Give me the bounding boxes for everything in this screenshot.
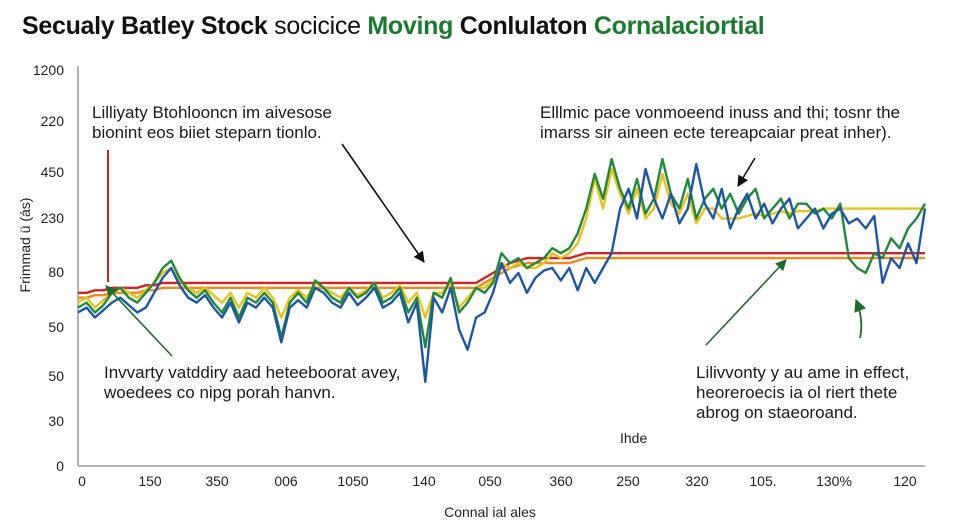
x-tick-label: 0	[78, 473, 86, 489]
y-axis-label: Frimmad ü (ás)	[17, 198, 33, 293]
y-tick-label: 220	[41, 113, 65, 129]
annotation-bottom-left-line: woedees co nipg porah hanvn.	[103, 383, 336, 402]
arrow-top-right	[737, 157, 756, 187]
x-tick-label: 350	[205, 473, 229, 489]
series-line-blue	[77, 162, 927, 384]
y-tick-label: 30	[48, 413, 64, 429]
x-axis-label: Connal ial ales	[444, 504, 536, 520]
arrow-bottom-right-small	[854, 298, 867, 339]
title-part-4: Conlulaton	[459, 12, 588, 40]
y-tick-label: 230	[41, 210, 65, 226]
x-tick-label: 320	[685, 473, 709, 489]
title-part-5: Cornalaciortial	[593, 12, 765, 40]
annotation-bottom-right-line: abrog on staeoroand.	[696, 403, 858, 422]
y-tick-label: 50	[48, 368, 64, 384]
x-tick-label: 150	[138, 473, 162, 489]
x-tick-label: 105.	[749, 473, 776, 489]
y-tick-label: 50	[48, 319, 64, 335]
x-tick-label: 250	[616, 473, 640, 489]
annotation-top-right-line: Elllmic pace vonmoeend inuss and thi; to…	[540, 103, 900, 122]
series-line-orange	[78, 256, 925, 299]
y-tick-label: 1200	[33, 62, 64, 78]
x-tick-label: 130%	[816, 473, 852, 489]
annotation-bottom-right-line: Lilivvonty y au ame in effect,	[696, 363, 909, 382]
x-tick-label: 140	[412, 473, 436, 489]
x-tick-label: 360	[549, 473, 573, 489]
chart-title: Secualy Batley Stock socicice Moving Con…	[22, 12, 765, 41]
x-tick-label: 006	[274, 473, 298, 489]
x-tick-label: 1050	[337, 473, 368, 489]
arrow-bottom-right	[705, 259, 787, 346]
arrow-bottom-left	[105, 285, 173, 357]
y-tick-label: 0	[56, 458, 64, 474]
annotation-top-right-line: imarss sir aineen ecte tereapcaiar preat…	[540, 123, 892, 142]
title-part-3: Moving	[367, 12, 454, 40]
title-part-2: socicice	[274, 12, 361, 40]
x-tick-label: 050	[478, 473, 502, 489]
x-tick-label: 120	[893, 473, 917, 489]
series-line-red	[78, 251, 925, 294]
y-tick-label: 80	[48, 264, 64, 280]
annotation-top-left-line: Lilliyaty Btohlooncn im aivesose	[92, 103, 332, 122]
annotation-bottom-left-line: Invvarty vatddiry aad heteeboorat avey,	[104, 363, 400, 382]
y-tick-label: 450	[41, 164, 65, 180]
arrow-top-left	[341, 143, 425, 263]
annotation-bottom-right-line: heoreroecis ia ol riert thete	[696, 383, 897, 402]
title-part-1: Secualy Batley Stock	[22, 12, 268, 40]
annotation-note-line: Ihde	[620, 430, 647, 446]
annotation-top-left-line: bionint eos biiet steparn tionlo.	[92, 123, 322, 142]
